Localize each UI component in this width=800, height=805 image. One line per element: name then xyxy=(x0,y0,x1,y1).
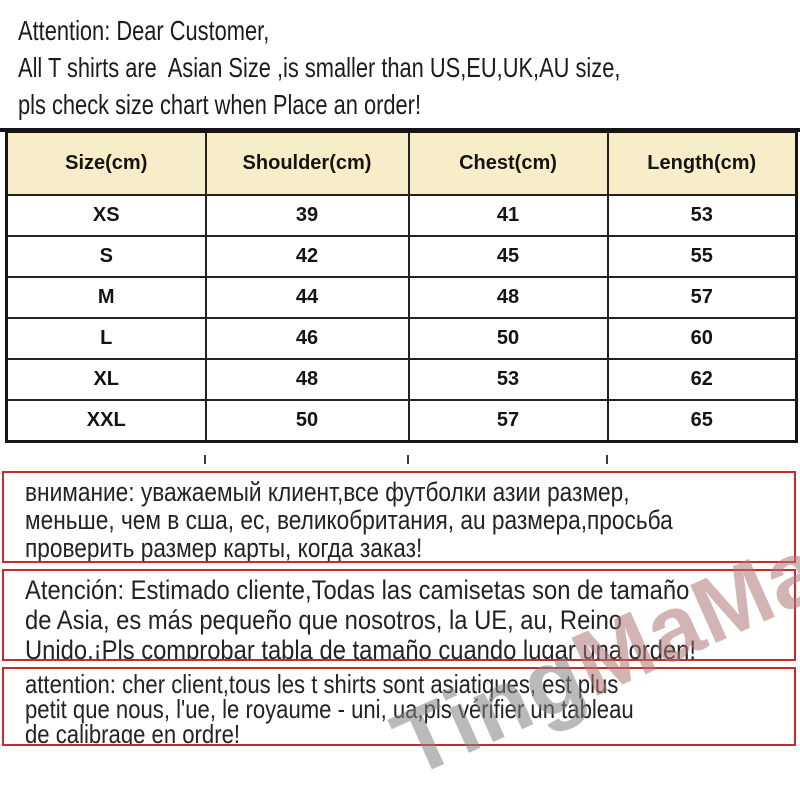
cell-shoulder: 39 xyxy=(204,194,410,237)
cell-chest: 57 xyxy=(407,399,609,443)
notice-spanish-line-3: Unido,¡Pls comprobar tabla de tamaño cua… xyxy=(25,635,696,661)
notice-french-line-2: petit que nous, l'ue, le royaume - uni, … xyxy=(25,694,634,724)
size-table-header-row: Size(cm) Shoulder(cm) Chest(cm) Length(c… xyxy=(5,130,798,196)
cell-chest: 50 xyxy=(407,317,609,360)
cell-size: XXL xyxy=(5,399,207,443)
cell-length: 65 xyxy=(606,399,798,443)
cell-size: S xyxy=(5,235,207,278)
cell-shoulder: 42 xyxy=(204,235,410,278)
gridline-tail xyxy=(407,455,409,464)
notice-spanish-line-1: Atención: Estimado cliente,Todas las cam… xyxy=(25,575,690,605)
attention-header: Attention: Dear Customer, All T shirts a… xyxy=(18,12,790,123)
table-row: M 44 48 57 xyxy=(5,276,798,319)
notice-french: attention: cher client,tous les t shirts… xyxy=(2,667,796,746)
notice-french-line-3: de calibrage en ordre! xyxy=(25,719,241,746)
cell-length: 55 xyxy=(606,235,798,278)
notice-french-line-1: attention: cher client,tous les t shirts… xyxy=(25,669,619,699)
attention-line-1: Attention: Dear Customer, xyxy=(18,15,270,46)
col-header-size: Size(cm) xyxy=(5,130,207,196)
cell-size: L xyxy=(5,317,207,360)
cell-chest: 53 xyxy=(407,358,609,401)
cell-length: 53 xyxy=(606,194,798,237)
cell-shoulder: 46 xyxy=(204,317,410,360)
col-header-length: Length(cm) xyxy=(606,130,798,196)
cell-chest: 45 xyxy=(407,235,609,278)
cell-length: 57 xyxy=(606,276,798,319)
cell-shoulder: 48 xyxy=(204,358,410,401)
col-header-chest: Chest(cm) xyxy=(407,130,609,196)
attention-line-3: pls check size chart when Place an order… xyxy=(18,89,422,120)
cell-size: XL xyxy=(5,358,207,401)
gridline-tail xyxy=(606,455,608,464)
cell-size: M xyxy=(5,276,207,319)
table-row: XL 48 53 62 xyxy=(5,358,798,401)
table-row: S 42 45 55 xyxy=(5,235,798,278)
table-row: XXL 50 57 65 xyxy=(5,399,798,443)
cell-chest: 48 xyxy=(407,276,609,319)
cell-shoulder: 50 xyxy=(204,399,410,443)
attention-line-2: All T shirts are Asian Size ,is smaller … xyxy=(18,52,621,83)
notice-russian-line-3: проверить размер карты, когда заказ! xyxy=(25,533,423,563)
size-chart-table: Size(cm) Shoulder(cm) Chest(cm) Length(c… xyxy=(5,130,798,443)
table-row: XS 39 41 53 xyxy=(5,194,798,237)
cell-shoulder: 44 xyxy=(204,276,410,319)
cell-chest: 41 xyxy=(407,194,609,237)
gridline-tail xyxy=(204,455,206,464)
notice-russian: внимание: уважаемый клиент,все футболки … xyxy=(2,471,796,563)
notice-russian-line-1: внимание: уважаемый клиент,все футболки … xyxy=(25,477,630,507)
notice-russian-line-2: меньше, чем в сша, ес, великобритания, a… xyxy=(25,505,673,535)
notice-spanish-line-2: de Asia, es más pequeño que nosotros, la… xyxy=(25,605,623,635)
col-header-shoulder: Shoulder(cm) xyxy=(204,130,410,196)
cell-length: 60 xyxy=(606,317,798,360)
cell-size: XS xyxy=(5,194,207,237)
table-row: L 46 50 60 xyxy=(5,317,798,360)
notice-spanish: Atención: Estimado cliente,Todas las cam… xyxy=(2,569,796,661)
cell-length: 62 xyxy=(606,358,798,401)
